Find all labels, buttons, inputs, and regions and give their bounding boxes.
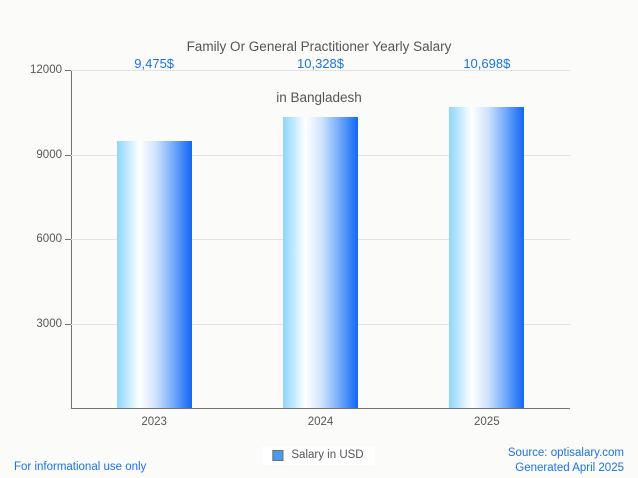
bar[interactable] — [116, 141, 192, 408]
bar[interactable] — [283, 117, 358, 408]
bar-value-label: 9,475$ — [134, 56, 175, 71]
legend-item-label: Salary in USD — [291, 449, 364, 461]
x-axis-tick-label: 2025 — [474, 416, 500, 428]
chart-title: Family Or General Practitioner Yearly Sa… — [0, 4, 638, 140]
plot-area: 12000 9000 6000 3000 — [30, 64, 570, 408]
x-axis-tick-label: 2023 — [141, 416, 167, 428]
gridline — [71, 70, 570, 71]
legend-swatch-icon — [272, 449, 284, 461]
bar[interactable] — [449, 106, 525, 408]
y-axis-tick-label: 3000 — [36, 317, 62, 330]
x-axis-tick-label: 2024 — [307, 416, 334, 428]
y-axis-tick-mark — [65, 154, 71, 156]
y-axis-tick-label: 9000 — [36, 148, 62, 161]
y-axis-tick-mark — [65, 239, 71, 240]
y-axis-tick-label: 6000 — [36, 233, 62, 245]
y-axis-tick-mark — [65, 70, 71, 71]
bar-value-label: 10,328$ — [297, 56, 344, 71]
chart-title-line-1: Family Or General Practitioner Yearly Sa… — [186, 39, 452, 54]
y-axis-tick-mark — [65, 323, 71, 325]
chart-title-line-2: in Bangladesh — [276, 90, 362, 105]
chart-legend[interactable]: Salary in USD — [262, 446, 376, 465]
footer-source: Source: optisalary.com — [507, 447, 624, 459]
footer-source-block: Source: optisalary.com Generated April 2… — [508, 446, 624, 476]
footer-generated: Generated April 2025 — [515, 462, 624, 474]
bar-value-label: 10,698$ — [463, 56, 511, 71]
x-axis-line — [71, 408, 570, 409]
footer-disclaimer: For informational use only — [14, 461, 147, 473]
y-axis-tick-label: 12000 — [30, 64, 62, 76]
